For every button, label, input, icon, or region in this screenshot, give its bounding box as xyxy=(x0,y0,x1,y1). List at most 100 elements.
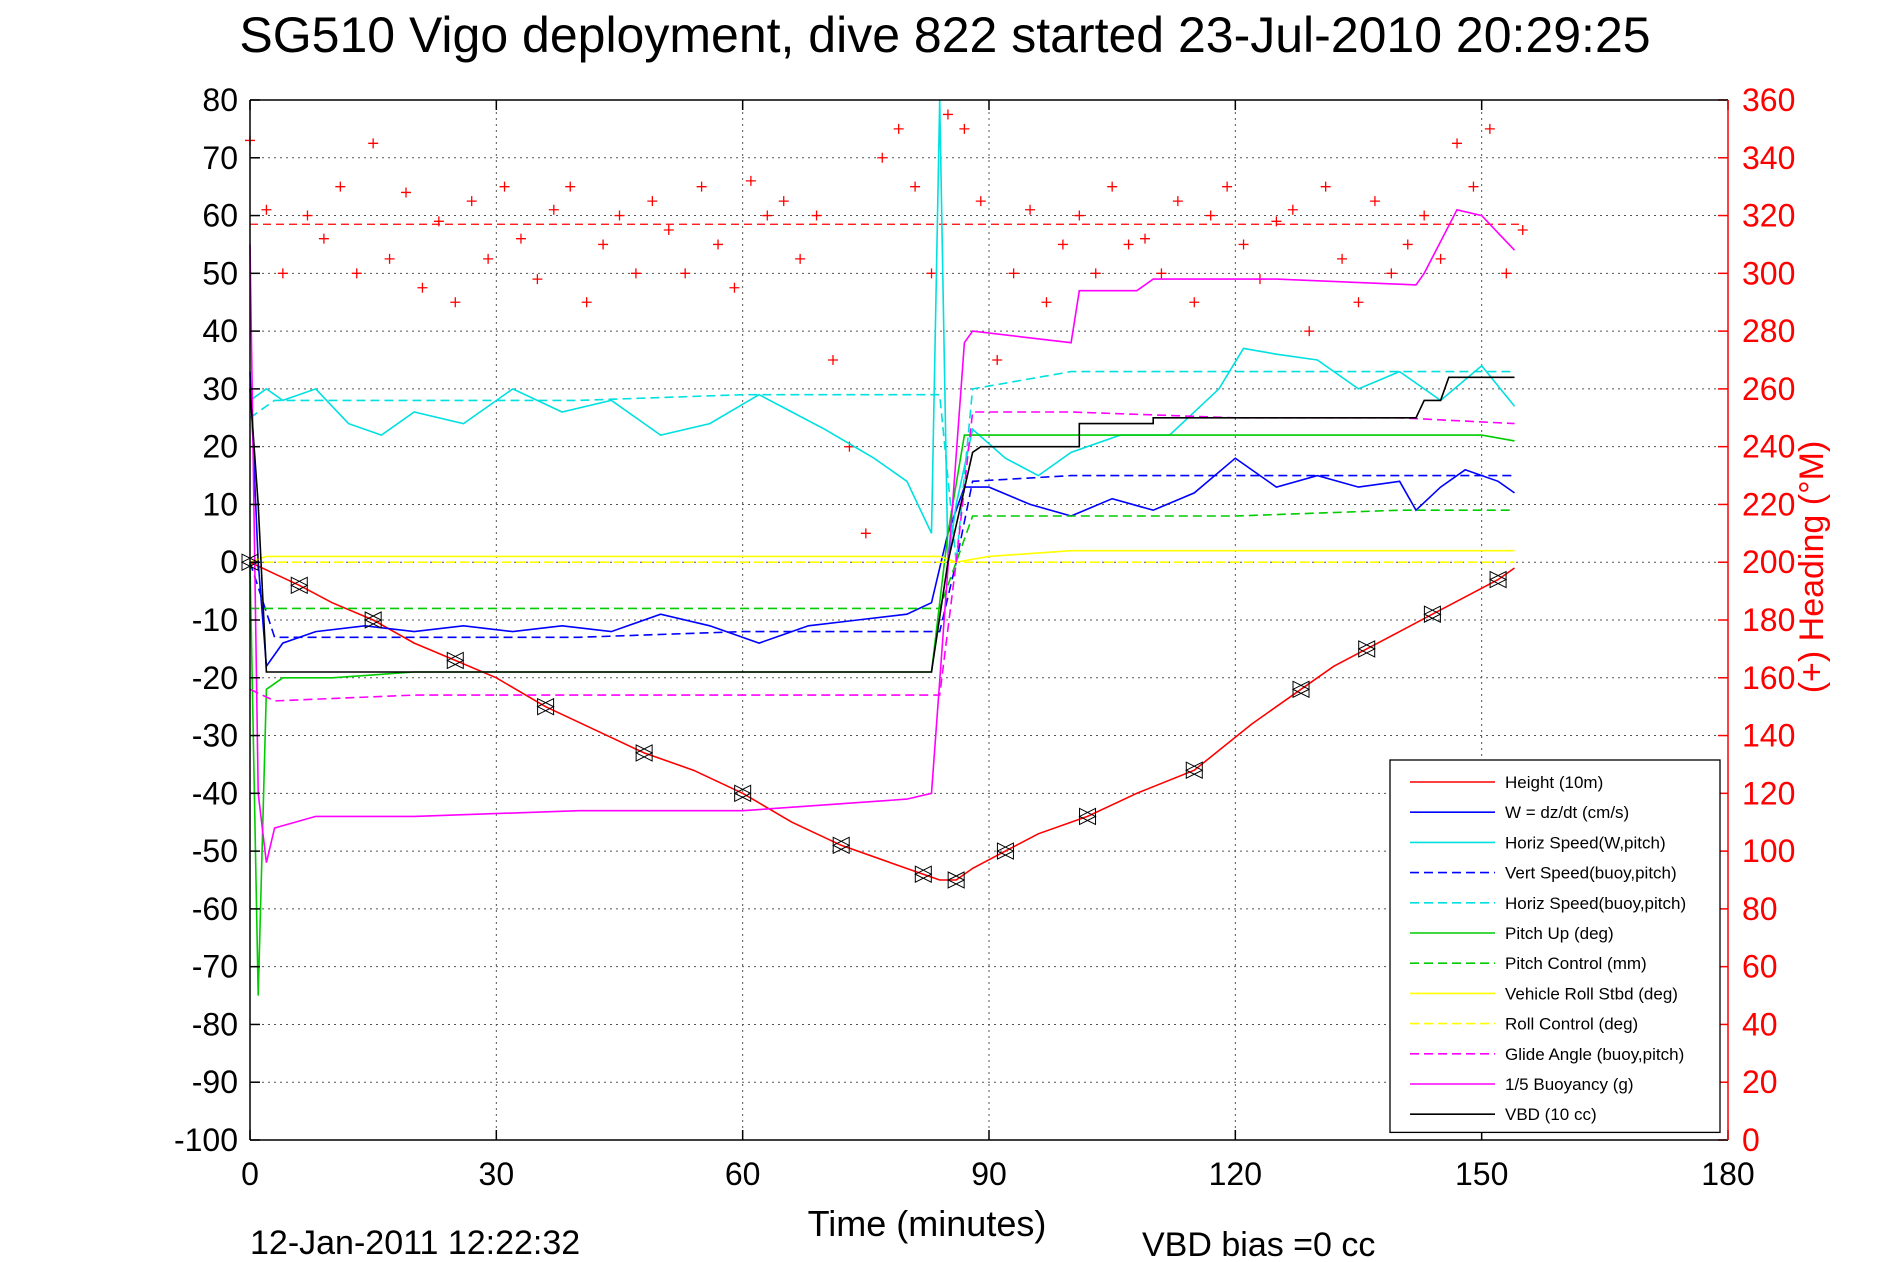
series-line-1-5-buoyancy-g xyxy=(249,208,1516,863)
heading-point xyxy=(1205,210,1216,221)
heading-point xyxy=(877,152,888,163)
y-tick-label: -50 xyxy=(192,833,238,869)
depth-marker xyxy=(733,784,752,803)
depth-marker xyxy=(947,871,966,889)
y-tick-label: 50 xyxy=(202,255,238,291)
heading-point xyxy=(1386,268,1397,279)
depth-marker xyxy=(364,611,383,629)
depth-marker xyxy=(996,842,1015,860)
x-tick-label: 150 xyxy=(1455,1156,1508,1192)
x-tick-label: 30 xyxy=(479,1156,515,1192)
series-line-w-dz-dt-cm-s xyxy=(249,371,1515,669)
heading-point xyxy=(598,239,609,250)
heading-point xyxy=(647,196,658,207)
y-right-tick-label: 40 xyxy=(1742,1006,1778,1042)
legend-entry: Roll Control (deg) xyxy=(1505,1015,1638,1034)
heading-point xyxy=(1484,123,1495,134)
legend-entry: Pitch Up (deg) xyxy=(1505,924,1614,943)
y-right-tick-label: 160 xyxy=(1742,660,1795,696)
heading-point xyxy=(466,196,477,207)
depth-marker xyxy=(290,576,309,595)
plot-area xyxy=(240,99,1528,996)
heading-point xyxy=(1090,268,1101,279)
x-axis-label: Time (minutes) xyxy=(808,1203,1047,1244)
y-tick-label: -30 xyxy=(192,718,238,754)
heading-point xyxy=(1025,204,1036,215)
heading-point xyxy=(926,268,937,279)
series-line-pitch-control-mm xyxy=(250,509,1515,610)
y-tick-label: 60 xyxy=(202,198,238,234)
footer-vbd-bias: VBD bias =0 cc xyxy=(1142,1226,1375,1262)
heading-point xyxy=(745,175,756,186)
heading-point xyxy=(302,210,313,221)
y-tick-label: -90 xyxy=(192,1064,238,1100)
heading-point xyxy=(975,196,986,207)
y-right-tick-label: 20 xyxy=(1742,1064,1778,1100)
heading-point xyxy=(261,204,272,215)
heading-point xyxy=(277,268,288,279)
y-right-tick-label: 340 xyxy=(1742,140,1795,176)
heading-point xyxy=(1140,233,1151,244)
heading-point xyxy=(1337,253,1348,264)
y-right-tick-label: 360 xyxy=(1742,82,1795,118)
heading-point xyxy=(1402,239,1413,250)
heading-point xyxy=(1189,297,1200,308)
y-tick-label: 40 xyxy=(202,313,238,349)
heading-point xyxy=(532,274,543,285)
y-tick-label: 70 xyxy=(202,140,238,176)
heading-point xyxy=(1501,268,1512,279)
y-right-tick-label: 260 xyxy=(1742,371,1795,407)
heading-point xyxy=(860,528,871,539)
footer-timestamp: 12-Jan-2011 12:22:32 xyxy=(250,1224,580,1262)
heading-point xyxy=(368,138,379,149)
heading-point xyxy=(1172,196,1183,207)
heading-point xyxy=(384,253,395,264)
heading-point xyxy=(893,123,904,134)
y-right-tick-label: 0 xyxy=(1742,1122,1760,1158)
heading-point xyxy=(1074,210,1085,221)
y-tick-label: -40 xyxy=(192,775,238,811)
heading-point xyxy=(1107,181,1118,192)
depth-marker xyxy=(1423,605,1442,624)
legend-entry: Pitch Control (mm) xyxy=(1505,954,1647,973)
x-tick-label: 60 xyxy=(725,1156,761,1192)
y-right-tick-label: 80 xyxy=(1742,891,1778,927)
legend-entry: Vehicle Roll Stbd (deg) xyxy=(1505,984,1678,1003)
grid-lines xyxy=(250,100,1728,1140)
heading-point xyxy=(1419,210,1430,221)
y-tick-label: 30 xyxy=(202,371,238,407)
heading-point xyxy=(548,204,559,215)
y-tick-label: -80 xyxy=(192,1006,238,1042)
heading-point xyxy=(1238,239,1249,250)
legend-entry: W = dz/dt (cm/s) xyxy=(1505,803,1629,822)
heading-point xyxy=(1517,225,1528,235)
heading-point xyxy=(483,253,494,264)
y-right-tick-label: 240 xyxy=(1742,429,1795,465)
heading-point xyxy=(1057,239,1068,250)
x-tick-label: 90 xyxy=(971,1156,1007,1192)
heading-point xyxy=(795,253,806,264)
series-line-horiz-speed-buoy-pitch xyxy=(249,370,1515,563)
heading-point xyxy=(729,282,740,293)
heading-point xyxy=(1353,297,1364,308)
chart-title: SG510 Vigo deployment, dive 822 started … xyxy=(239,7,1650,63)
depth-marker xyxy=(635,744,654,762)
heading-point xyxy=(581,297,592,308)
heading-point xyxy=(1287,204,1298,215)
axes: 0 30 60 90 120 150 18080706050403020100-10-20-… xyxy=(174,82,1795,1192)
depth-marker xyxy=(914,865,933,884)
heading-point xyxy=(910,181,921,192)
heading-point xyxy=(1320,181,1331,192)
legend-entry: Horiz Speed(buoy,pitch) xyxy=(1505,894,1686,913)
depth-marker xyxy=(1357,640,1376,658)
heading-point xyxy=(827,355,838,365)
y-right-tick-label: 320 xyxy=(1742,198,1795,234)
heading-point xyxy=(1156,268,1167,279)
heading-point xyxy=(1452,138,1463,149)
y-right-tick-label: 220 xyxy=(1742,486,1795,522)
x-tick-label: 120 xyxy=(1209,1156,1262,1192)
heading-point xyxy=(351,268,362,279)
legend-entry: Vert Speed(buoy,pitch) xyxy=(1505,864,1677,883)
y-right-tick-label: 200 xyxy=(1742,544,1795,580)
depth-marker xyxy=(832,836,851,855)
